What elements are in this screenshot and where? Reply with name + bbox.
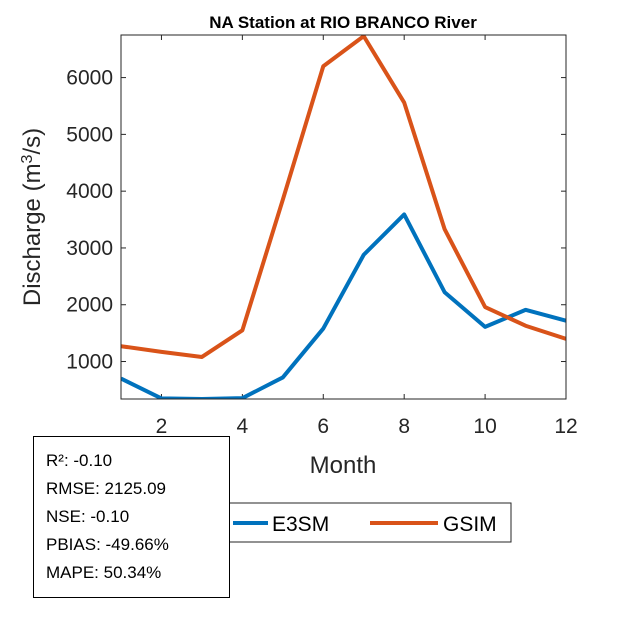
stats-box: R²: -0.10 RMSE: 2125.09 NSE: -0.10 PBIAS… xyxy=(33,436,230,598)
plot-frame xyxy=(120,34,567,400)
y-tick-label: 5000 xyxy=(66,123,113,146)
y-axis-label: Discharge (m3/s) xyxy=(19,128,47,306)
x-tick-label: 10 xyxy=(473,415,496,438)
stat-nse: NSE: -0.10 xyxy=(46,507,130,526)
chart-title: NA Station at RIO BRANCO River xyxy=(209,13,477,32)
x-axis-label: Month xyxy=(310,452,377,479)
legend: E3SM GSIM xyxy=(227,502,512,543)
y-axis-label-tail: /s) xyxy=(19,128,46,155)
x-tick-label: 6 xyxy=(317,415,329,438)
y-axis-label-main: Discharge (m xyxy=(19,163,46,306)
legend-label-gsim: GSIM xyxy=(443,513,497,536)
legend-box xyxy=(227,502,512,543)
y-tick-label: 4000 xyxy=(66,180,113,203)
y-tick-label: 3000 xyxy=(66,237,113,260)
stat-mape: MAPE: 50.34% xyxy=(46,563,162,582)
y-tick-label: 2000 xyxy=(66,294,113,317)
y-axis-label-sup: 3 xyxy=(19,154,36,163)
x-tick-label: 2 xyxy=(156,415,168,438)
x-tick-label: 8 xyxy=(398,415,410,438)
stat-pbias: PBIAS: -49.66% xyxy=(46,535,169,554)
y-tick-label: 1000 xyxy=(66,351,113,374)
y-tick-label: 6000 xyxy=(66,67,113,90)
stat-r2: R²: -0.10 xyxy=(46,451,113,470)
legend-label-e3sm: E3SM xyxy=(272,513,329,536)
series-line-gsim xyxy=(121,35,566,359)
x-tick-label: 4 xyxy=(237,415,249,438)
plot-area xyxy=(121,35,566,399)
x-tick-label: 12 xyxy=(554,415,577,438)
stat-rmse: RMSE: 2125.09 xyxy=(46,479,167,498)
